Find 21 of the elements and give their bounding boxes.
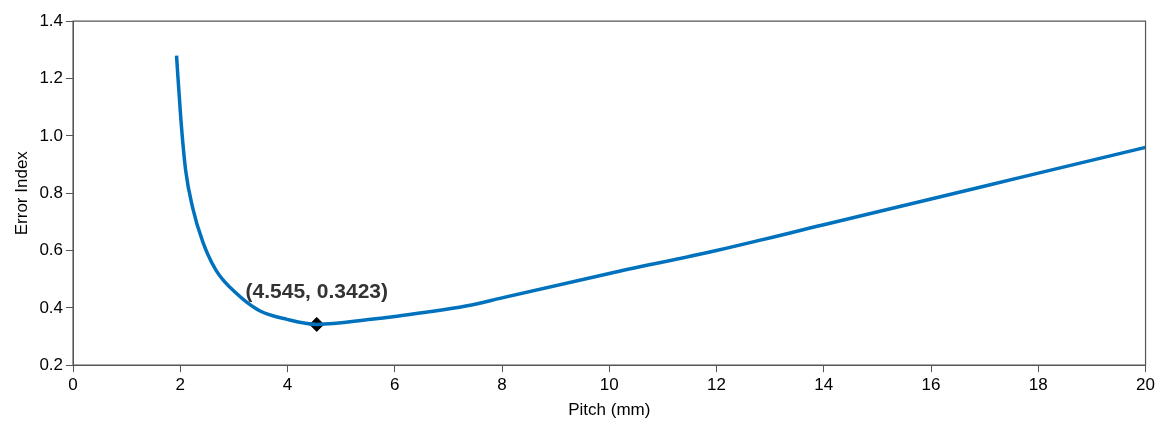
y-tick-label: 0.2 xyxy=(39,354,64,374)
y-tick-label: 1.2 xyxy=(39,68,64,88)
x-tick-label: 20 xyxy=(1136,375,1156,395)
x-tick-label: 2 xyxy=(175,375,186,395)
y-tick-label: 1.4 xyxy=(39,10,64,30)
y-axis-title: Error Index xyxy=(11,150,31,236)
x-axis-title: Pitch (mm) xyxy=(568,400,651,420)
x-tick-label: 10 xyxy=(599,375,619,395)
x-tick-label: 14 xyxy=(814,375,834,395)
y-tick-label: 0.4 xyxy=(39,297,64,317)
x-tick-label: 0 xyxy=(68,375,78,395)
x-tick-label: 8 xyxy=(497,375,507,395)
y-tick-label: 0.6 xyxy=(39,240,64,260)
x-tick-label: 16 xyxy=(921,375,941,395)
x-tick-label: 12 xyxy=(707,375,726,395)
x-tick-label: 18 xyxy=(1028,375,1048,395)
annotation: (4.545, 0.3423) xyxy=(245,278,388,302)
x-tick-label: 6 xyxy=(390,375,400,395)
y-tick-label: 0.8 xyxy=(39,182,64,202)
y-tick-label: 1.0 xyxy=(39,125,64,145)
x-tick-label: 4 xyxy=(282,375,293,395)
